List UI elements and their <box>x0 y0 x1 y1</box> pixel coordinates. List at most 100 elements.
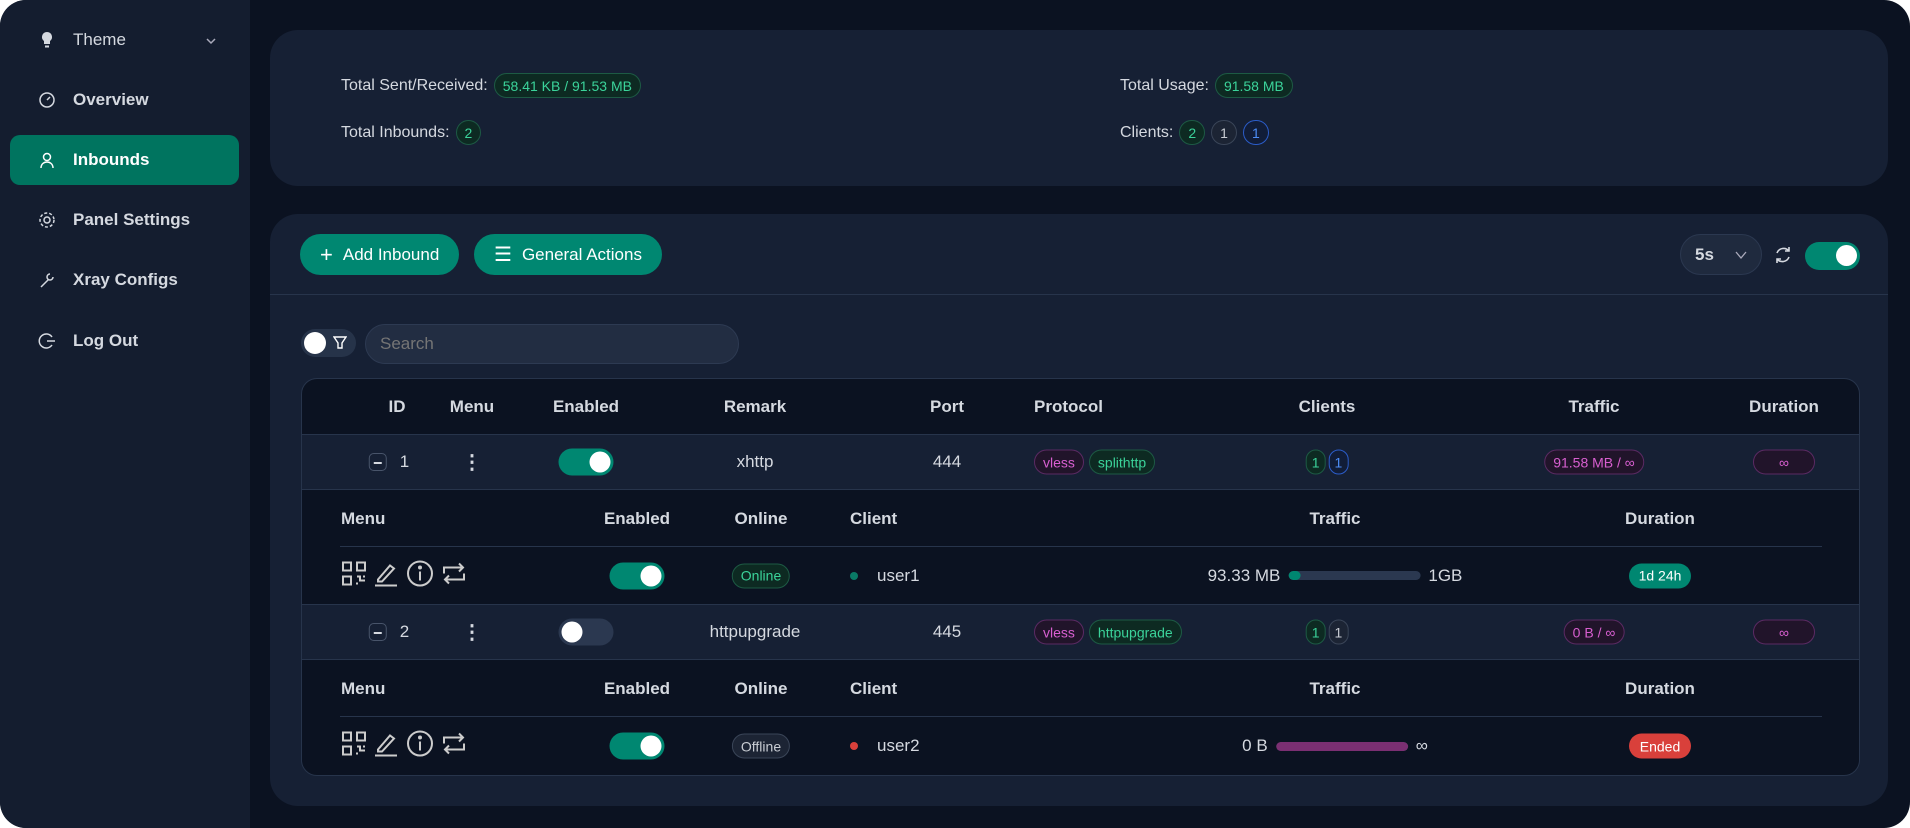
logout-icon <box>38 332 56 350</box>
status-dot <box>850 571 858 580</box>
stat-badge: 2 <box>455 120 482 145</box>
inbound-port: 445 <box>932 622 962 641</box>
stat-label: Total Sent/Received: <box>341 76 488 94</box>
column-header: Menu <box>341 508 386 528</box>
column-header: Clients <box>1298 396 1356 416</box>
sidebar-item-label: Overview <box>73 90 149 109</box>
wrench-icon <box>38 271 56 289</box>
stat-badge: 91.58 MB <box>1214 73 1293 98</box>
traffic-badge: 0 B / ∞ <box>1563 619 1625 645</box>
client-name: user2 <box>877 736 920 755</box>
reset-traffic-icon[interactable] <box>441 560 467 591</box>
more-menu-icon[interactable]: ⋮ <box>462 451 482 474</box>
user-icon <box>38 151 56 169</box>
protocol-badge: vless <box>1034 619 1084 645</box>
dashboard-icon <box>38 91 56 109</box>
more-menu-icon[interactable]: ⋮ <box>462 621 482 644</box>
info-icon[interactable] <box>405 558 435 593</box>
search-input[interactable] <box>365 324 739 364</box>
column-header: Client <box>850 508 898 528</box>
button-label: Add Inbound <box>342 244 440 264</box>
sidebar-item-inbounds[interactable]: Inbounds <box>10 135 239 185</box>
sidebar: Theme Overview Inbounds Panel Settings X… <box>0 0 250 828</box>
chevron-down-icon <box>1734 245 1748 265</box>
qr-code-icon[interactable] <box>341 731 367 762</box>
inbound-enabled-toggle[interactable] <box>558 448 614 476</box>
sidebar-item-theme[interactable]: Theme <box>10 15 239 65</box>
status-dot <box>850 742 858 750</box>
stat-badge: 58.41 KB / 91.53 MB <box>493 73 641 98</box>
duration-badge: ∞ <box>1753 619 1815 645</box>
inbound-remark: httpupgrade <box>709 622 801 641</box>
client-table-header: Menu Enabled Online Client Traffic Durat… <box>302 660 1859 717</box>
sidebar-item-overview[interactable]: Overview <box>10 75 239 125</box>
traffic-progress-bar <box>1275 741 1408 751</box>
stat-label: Clients: <box>1120 123 1174 141</box>
edit-icon[interactable] <box>373 560 399 591</box>
column-header: Menu <box>341 678 386 698</box>
column-header: Enabled <box>552 396 620 416</box>
lightbulb-icon <box>38 31 56 49</box>
reset-traffic-icon[interactable] <box>441 731 467 762</box>
inbound-remark: xhttp <box>736 452 774 471</box>
stats-card <box>270 30 1888 186</box>
client-duration-badge: Ended <box>1629 733 1691 759</box>
duration-badge: ∞ <box>1753 449 1815 475</box>
refresh-interval-select[interactable]: 5s <box>1680 234 1762 275</box>
client-row: Offline user2 0 B ∞ Ended <box>302 717 1859 775</box>
sidebar-item-panel-settings[interactable]: Panel Settings <box>10 195 239 245</box>
traffic-badge: 91.58 MB / ∞ <box>1544 449 1644 475</box>
sidebar-item-label: Log Out <box>73 331 139 350</box>
filter-toggle[interactable] <box>301 329 356 357</box>
column-header: Remark <box>723 396 787 416</box>
stat-label: Total Inbounds: <box>341 123 450 141</box>
refresh-icon[interactable] <box>1772 244 1794 271</box>
inbound-enabled-toggle[interactable] <box>558 618 614 646</box>
clients-total-badge: 1 <box>1305 619 1326 645</box>
sidebar-item-label: Xray Configs <box>73 270 178 289</box>
traffic-used: 93.33 MB <box>1207 565 1281 585</box>
inbound-port: 444 <box>932 452 962 471</box>
client-enabled-toggle[interactable] <box>609 732 665 760</box>
inbound-id: 2 <box>399 622 410 641</box>
sidebar-item-label: Inbounds <box>73 150 150 169</box>
collapse-button[interactable] <box>368 453 387 471</box>
sidebar-item-log-out[interactable]: Log Out <box>10 316 239 366</box>
table-header: ID Menu Enabled Remark Port Protocol Cli… <box>302 379 1859 435</box>
qr-code-icon[interactable] <box>341 560 367 591</box>
edit-icon[interactable] <box>373 731 399 762</box>
online-status-badge: Offline <box>731 733 791 759</box>
auto-refresh-toggle[interactable] <box>1805 242 1860 270</box>
column-header: Enabled <box>603 678 671 698</box>
select-value: 5s <box>1695 244 1714 264</box>
stat-label: Total Usage: <box>1120 76 1209 94</box>
column-header: Online <box>734 678 788 698</box>
client-enabled-toggle[interactable] <box>609 562 665 589</box>
column-header: Online <box>734 508 788 528</box>
stat-inbounds: Total Inbounds: 2 <box>341 120 482 145</box>
clients-disabled-badge: 1 <box>1211 120 1237 145</box>
button-label: General Actions <box>521 244 642 264</box>
collapse-button[interactable] <box>368 623 387 641</box>
clients-active-badge: 2 <box>1179 120 1206 145</box>
info-icon[interactable] <box>405 729 435 764</box>
plus-icon: + <box>320 241 333 267</box>
clients-disabled-badge: 1 <box>1328 619 1349 645</box>
client-name: user1 <box>877 565 920 585</box>
inbound-id: 1 <box>399 452 410 471</box>
column-header: Client <box>850 678 898 698</box>
stat-clients: Clients: 2 1 1 <box>1120 120 1269 145</box>
client-row: Online user1 93.33 MB 1GB 1d 24h <box>302 547 1859 605</box>
sidebar-item-xray-configs[interactable]: Xray Configs <box>10 255 239 305</box>
column-header: Duration <box>1625 678 1695 698</box>
general-actions-button[interactable]: ☰ General Actions <box>474 234 662 275</box>
add-inbound-button[interactable]: + Add Inbound <box>300 234 460 275</box>
chevron-down-icon <box>205 31 217 51</box>
toolbar-divider <box>270 294 1888 295</box>
column-header: Traffic <box>1309 508 1361 528</box>
column-header: Traffic <box>1309 678 1361 698</box>
